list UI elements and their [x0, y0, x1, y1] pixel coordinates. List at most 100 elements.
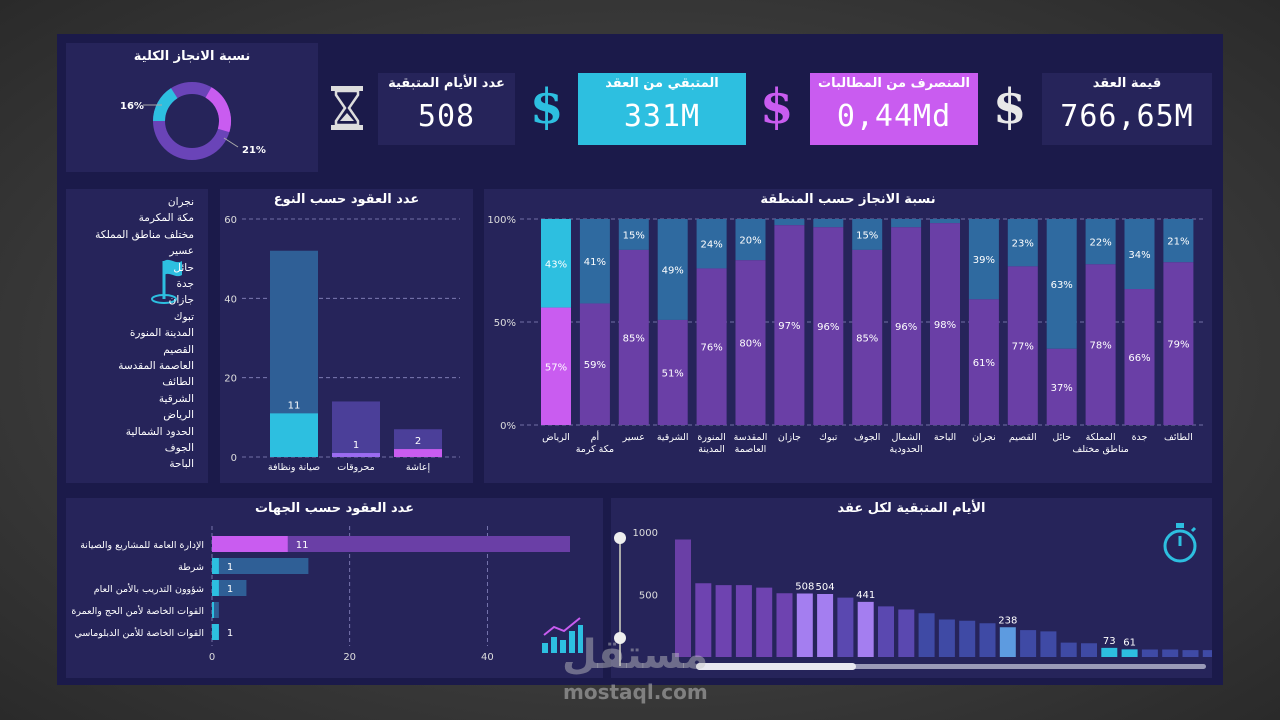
days-bar [675, 539, 691, 657]
slicer-item[interactable]: نجران [168, 196, 194, 208]
slicer-item[interactable]: حائل [173, 262, 194, 274]
region-x-tick: القصيم [1009, 432, 1037, 443]
entity-bar-total [212, 580, 247, 596]
slicer-item[interactable]: الطائف [162, 376, 194, 388]
slicer-item[interactable]: مختلف مناطق المملكة [95, 229, 194, 241]
kpi-remaining-card: المتبقي من العقد 331M [578, 73, 746, 145]
days-bar [878, 606, 894, 657]
slicer-item-label: جازان [168, 294, 194, 307]
slicer-item-label: مختلف مناطق المملكة [95, 228, 194, 241]
watermark-latin: mostaql.com [563, 680, 708, 704]
region-x-tick: حائل [1052, 432, 1071, 443]
kpi-contract-card: قيمة العقد 766,65M [1042, 73, 1212, 145]
slicer-item[interactable]: جازان [169, 294, 194, 306]
region-x-tick: جازان [778, 432, 801, 443]
region-bar-completed [852, 249, 883, 425]
type-chart[interactable]: 0 20 40 60 11 صيانة ونظافة 1 محروقات 2 إعاشة [220, 189, 473, 483]
region-x-tick: نجران [972, 432, 996, 443]
donut-title: نسبة الانجاز الكلية [133, 49, 251, 64]
region-label-remaining: 20% [739, 236, 761, 247]
region-label-completed: 97% [778, 321, 800, 332]
region-label-remaining: 24% [700, 240, 722, 251]
days-bar [1141, 649, 1158, 657]
donut-chart[interactable]: 16% 21% [66, 43, 318, 172]
days-bar [1040, 631, 1057, 657]
region-bar-completed [696, 268, 727, 425]
region-label-remaining: 34% [1128, 250, 1150, 261]
slicer-item[interactable]: المدينة المنورة [130, 327, 194, 339]
slicer-item-label: العاصمة المقدسة [118, 360, 194, 372]
entity-bar-labeled [212, 624, 219, 640]
entity-bar-labeled [212, 602, 214, 618]
days-y-tick: 1000 [633, 528, 658, 539]
donut-card: نسبة الانجاز الكلية 16% 21% [66, 43, 318, 172]
slicer-item[interactable]: الباحة [169, 458, 194, 470]
region-bar-remaining [813, 219, 844, 228]
slicer-item[interactable]: عسير [169, 245, 194, 257]
days-bar-label: 238 [998, 615, 1017, 626]
days-y-tick: 500 [639, 591, 658, 602]
entity-bar-labeled [212, 536, 288, 552]
region-x-tick: الشمال [891, 432, 920, 443]
region-label-remaining: 63% [1051, 280, 1073, 291]
days-bar [817, 594, 834, 657]
region-label-completed: 98% [934, 320, 956, 331]
region-label-remaining: 43% [545, 259, 567, 270]
region-label-remaining: 22% [1089, 238, 1111, 249]
slicer-item-label: الجوف [164, 442, 194, 454]
slicer-item[interactable]: القصيم [163, 344, 194, 356]
entity-y-tick: شؤوون التدريب بالأمن العام [94, 583, 204, 595]
region-bar-remaining [696, 219, 727, 269]
slicer-item[interactable]: الحدود الشمالية [126, 426, 194, 438]
region-bar-completed [657, 319, 688, 425]
slicer-item[interactable]: الرياض [163, 409, 194, 421]
days-bar [959, 620, 976, 657]
entity-y-tick: القوات الخاصة لأمن الحج والعمرة [71, 605, 204, 617]
days-chart[interactable]: 500 1000 508 504 441 238 73 61 [611, 498, 1212, 678]
kpi-days-label: عدد الأيام المتبقية [388, 76, 505, 91]
region-label-completed: 57% [545, 362, 567, 373]
region-x-tick: المنورة [697, 432, 725, 443]
days-bar-label: 504 [816, 582, 835, 593]
kpi-contract-label: قيمة العقد [1092, 76, 1162, 91]
region-x-tick: الحدودية [889, 444, 922, 455]
slicer-item[interactable]: تبوك [174, 311, 194, 323]
slicer-item[interactable]: الجوف [165, 442, 194, 454]
region-label-completed: 96% [895, 322, 917, 333]
entity-bar-label: 1 [227, 628, 233, 639]
region-x-tick: الجوف [854, 432, 880, 443]
kpi-remaining-value: 331M [623, 99, 701, 134]
slicer-item-label: نجران [167, 196, 194, 208]
trend-chart-icon [542, 617, 583, 653]
days-bar [979, 623, 996, 657]
slicer-item-label: الطائف [162, 376, 194, 389]
kpi-spent-label: المنصرف من المطالبات [818, 76, 970, 91]
slicer-item[interactable]: جدة [176, 278, 194, 290]
region-bar-completed [968, 299, 999, 425]
slicer-item[interactable]: الشرقية [159, 393, 194, 405]
days-bar [1162, 649, 1179, 657]
region-chart-card: نسبة الانجاز حسب المنطقة 0% 50% 100% 57% 43%… [484, 189, 1212, 483]
entity-bar-label: 1 [227, 584, 233, 595]
region-bar-completed [618, 249, 649, 425]
region-bar-remaining [852, 219, 883, 250]
region-x-tick: أم [591, 430, 600, 443]
entity-chart-card: عدد العقود حسب الجهات 0 20 40 الإدارة العام… [66, 498, 603, 678]
region-bar-completed [735, 260, 766, 425]
slider-handle-top [614, 532, 626, 544]
type-bar-label: 11 [288, 400, 301, 411]
stopwatch-icon [1163, 523, 1197, 563]
entity-bar-labeled [212, 558, 219, 574]
days-chart-title: الأيام المتبقية لكل عقد [837, 501, 986, 516]
region-bar-completed [579, 303, 610, 425]
slicer-item[interactable]: مكة المكرمة [139, 212, 194, 224]
slicer-item[interactable]: العاصمة المقدسة [118, 360, 194, 372]
region-x-tick: عسير [622, 432, 645, 443]
region-label-remaining: 23% [1012, 239, 1034, 250]
region-bar-remaining [930, 219, 960, 224]
watermark-arabic: مستقل [562, 632, 709, 678]
region-bar-completed [1163, 262, 1194, 425]
days-bar [837, 597, 854, 657]
